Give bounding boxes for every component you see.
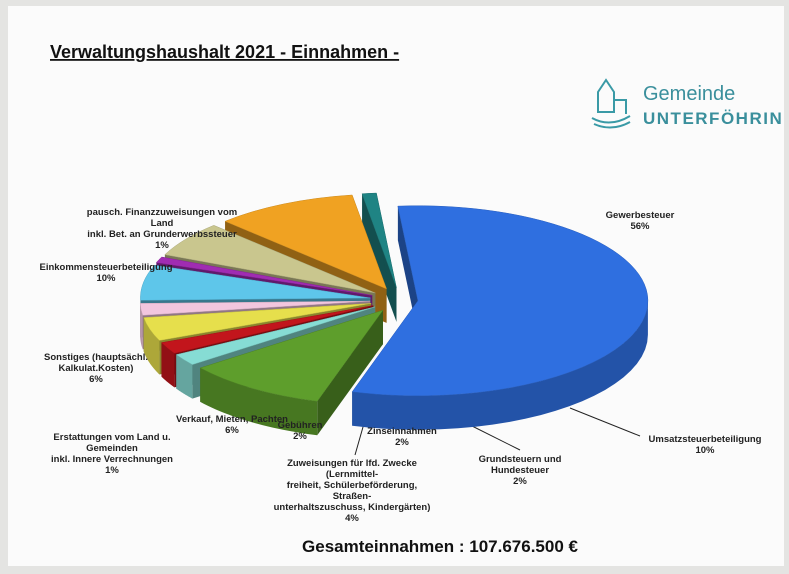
- value-label: 6%: [225, 425, 239, 436]
- slice-side: [200, 367, 318, 436]
- label-line: unterhaltszuschuss, Kindergärten): [274, 502, 431, 513]
- label-line: Erstattungen vom Land u.: [53, 432, 170, 443]
- label-line: Straßen-: [333, 491, 372, 502]
- slice-side: [352, 300, 648, 430]
- slice-label: pausch. Finanzzuweisungen vom Land inkl. B…: [87, 207, 237, 251]
- label-line: pausch. Finanzzuweisungen vom: [87, 207, 237, 218]
- pie-slice: [199, 309, 384, 402]
- value-label: 6%: [89, 374, 103, 385]
- slice-side: [140, 303, 143, 350]
- value-label: 2%: [293, 431, 307, 442]
- label-line: Land: [151, 218, 174, 229]
- slice-side: [143, 317, 160, 375]
- label-line: Grundsteuern und: [479, 454, 562, 465]
- slice-side: [176, 354, 193, 399]
- labels: Gewerbesteuer 56%Umsatzsteuerbeteiligung 1…: [39, 207, 761, 524]
- slice-label: Gebühren 2%: [278, 420, 323, 442]
- label-line: Verkauf, Mieten, Pachten: [176, 414, 288, 425]
- value-label: 1%: [155, 240, 169, 251]
- chart-title: Verwaltungshaushalt 2021 - Einnahmen -: [50, 42, 399, 62]
- label-line: Einkommensteuerbeteiligung: [39, 262, 172, 273]
- value-label: 4%: [345, 513, 359, 524]
- value-label: 2%: [513, 476, 527, 487]
- slice-label: Einkommensteuerbeteiligung 10%: [39, 262, 172, 284]
- pie-slice: [160, 305, 374, 354]
- label-line: inkl. Bet. an Grunderwerbssteuer: [87, 229, 237, 240]
- label-line: Zinseinnahmen: [367, 426, 437, 437]
- value-label: 2%: [395, 437, 409, 448]
- slice-label: Zinseinnahmen 2%: [367, 426, 437, 448]
- label-line: Gewerbesteuer: [606, 210, 675, 221]
- footer-total: Gesamteinnahmen : 107.676.500 €: [302, 537, 578, 556]
- slice-side: [161, 342, 175, 388]
- label-line: Gemeinden: [86, 443, 138, 454]
- pie-slice: [361, 192, 397, 288]
- label-line: Kalkulat.Kosten): [59, 363, 134, 374]
- pie-slice: [143, 303, 372, 341]
- slice-side: [362, 193, 397, 322]
- pie-slice: [140, 264, 371, 301]
- slice-label: Erstattungen vom Land u. Gemeinden inkl. I…: [51, 432, 173, 476]
- slice-side: [397, 206, 418, 335]
- pie-slice: [155, 256, 373, 296]
- value-label: 1%: [105, 465, 119, 476]
- label-line: Zuweisungen für lfd. Zwecke: [287, 458, 417, 469]
- pie-slice: [351, 205, 649, 396]
- pie-slice: [175, 306, 376, 365]
- slice-label: Verkauf, Mieten, Pachten 6%: [176, 414, 288, 436]
- pie-slice: [224, 194, 387, 290]
- label-line: Umsatzsteuerbeteiligung: [649, 434, 762, 445]
- label-line: Hundesteuer: [491, 465, 549, 476]
- label-line: (Lernmittel-: [326, 469, 378, 480]
- logo-text: UNTERFÖHRIN: [643, 109, 783, 128]
- label-line: freiheit, Schülerbeförderung,: [287, 480, 417, 491]
- slice-label: Sonstiges (hauptsächl. Kalkulat.Kosten) 6%: [44, 352, 148, 385]
- label-line: Sonstiges (hauptsächl.: [44, 352, 148, 363]
- pie-slice: [139, 300, 371, 316]
- value-label: 10%: [695, 445, 715, 456]
- pie: [139, 192, 649, 436]
- value-label: 10%: [96, 273, 116, 284]
- slice-label: Umsatzsteuerbeteiligung 10%: [649, 434, 762, 456]
- label-line: inkl. Innere Verrechnungen: [51, 454, 173, 465]
- logo-text: Gemeinde: [643, 83, 735, 105]
- slice-label: Zuweisungen für lfd. Zwecke (Lernmittel-f…: [274, 458, 431, 524]
- label-line: Gebühren: [278, 420, 323, 431]
- pie-slice: [164, 225, 376, 294]
- slice-label: Grundsteuern und Hundesteuer 2%: [479, 454, 562, 487]
- logo-icon: [591, 78, 631, 129]
- value-label: 56%: [630, 221, 650, 232]
- slice-label: Gewerbesteuer 56%: [606, 210, 675, 232]
